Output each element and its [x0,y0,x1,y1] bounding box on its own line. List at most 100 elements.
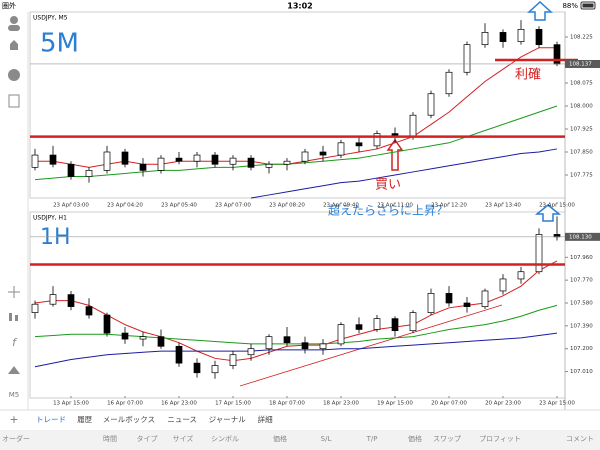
icon-objects[interactable] [8,366,20,374]
candle-body [85,306,93,316]
candle-body [229,157,237,165]
tab[interactable]: メールボックス [103,415,155,424]
candle-body [427,93,435,116]
x-tick-label: 23 Apr 03:00 [53,203,89,209]
x-tick-label: 18 Apr 23:00 [323,401,359,407]
tab[interactable]: トレード [36,415,66,424]
add-order[interactable]: + [9,413,18,426]
candle-body [31,303,39,313]
y-tick-label: 107.850 [570,150,593,156]
candle-body [103,314,111,334]
candle-body [319,151,327,156]
icon-candles-b [15,315,18,321]
candle-body [373,318,381,330]
candle-body [49,154,57,165]
y-tick-label: 107.010 [570,369,593,375]
candle-body [319,343,327,350]
candle-body [517,271,525,280]
last-price-box [565,232,600,241]
up-arrow [534,204,562,222]
x-tick-label: 23 Apr 05:40 [161,203,197,209]
candle-body [481,32,489,46]
column-header: S/L [321,435,332,443]
y-tick-label: 107.775 [570,173,593,179]
y-tick-label: 108.225 [570,35,593,41]
y-tick-label: 108.075 [570,81,593,87]
candle-body [85,170,93,177]
candle-body [301,151,309,162]
tab[interactable]: ニュース [167,415,197,424]
icon-crosshair[interactable] [8,286,20,298]
column-header: 価格 [273,434,287,443]
y-tick-label: 107.200 [570,346,593,352]
candle-body [535,28,543,46]
buy-arrow [386,138,404,171]
tabs: トレード 履歴 メールボックス ニュース ジャーナル 詳細 [36,414,273,424]
candle-body [409,312,417,332]
candle-body [139,163,147,171]
x-tick-label: 23 Apr 12:20 [431,203,467,209]
candle-body [517,28,525,42]
x-tick-label: 20 Apr 23:00 [485,401,521,407]
candle-body [463,44,471,73]
last-price-label: 108.137 [569,61,592,67]
x-tick-label: 18 Apr 07:00 [269,401,305,407]
icon-indicator[interactable]: f [12,336,18,349]
y-tick-label: 107.580 [570,301,593,307]
candle-body [283,160,291,165]
x-tick-label: 23 Apr 08:20 [269,203,305,209]
timeframe-label: 1H [40,225,71,250]
column-header: シンボル [211,435,239,443]
candle-body [373,133,381,147]
tab[interactable]: 履歴 [77,415,92,424]
x-tick-label: 23 Apr 07:00 [215,203,251,209]
note-buy: 買い [375,178,401,193]
candle-body [481,290,489,307]
x-tick-label: 16 Apr 07:00 [107,401,143,407]
table-header [0,430,600,450]
column-header: オーダー [2,434,30,443]
candle-body [283,336,291,344]
candle-body [175,345,183,364]
chart-title: USDJPY, M5 [33,15,68,22]
candle-body [337,324,345,345]
icon-candles[interactable] [9,313,12,321]
candle-body [103,151,111,171]
candle-body [499,278,507,292]
x-tick-label: 16 Apr 23:00 [161,401,197,407]
column-header: 時間 [103,435,117,443]
x-tick-label: 23 Apr 09:40 [323,203,359,209]
tab[interactable]: 詳細 [258,414,273,424]
x-tick-label: 20 Apr 07:00 [431,401,467,407]
candle-body [445,71,453,95]
icon-account[interactable] [10,16,18,24]
candle-body [535,234,543,273]
candle-body [193,362,201,374]
battery-icon [580,1,596,10]
last-price-label: 108.130 [569,234,592,240]
candle-body [211,154,219,165]
candle-body [211,365,219,374]
icon-chat[interactable] [8,69,20,81]
candle-body [301,342,309,350]
timeframe-button[interactable]: M5 [9,391,20,399]
icon-trade[interactable] [10,40,18,50]
candle-body [157,336,165,347]
note-take-profit: 利確 [515,67,541,83]
x-tick-label: 23 Apr 04:20 [107,203,143,209]
column-header: コメント [566,435,594,443]
candle-body [247,348,255,356]
candle-body [499,32,507,42]
column-header: タイプ [137,434,158,443]
moving-average [250,148,558,199]
icon-add[interactable] [8,94,20,108]
moving-average [34,332,558,368]
tab[interactable]: ジャーナル [209,415,247,424]
x-tick-label: 13 Apr 15:00 [53,401,89,407]
y-tick-label: 107.390 [570,323,593,329]
up-arrow [527,0,553,21]
candle-body [193,154,201,162]
candle-body [121,332,129,340]
